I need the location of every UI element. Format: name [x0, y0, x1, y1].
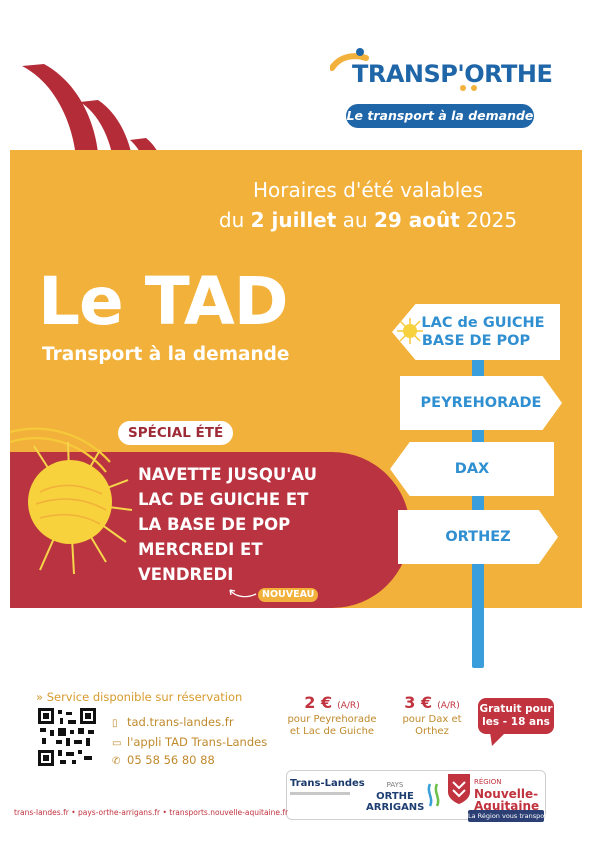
- small-sun-icon: [397, 318, 423, 344]
- navette-line-5: VENDREDI: [138, 565, 234, 584]
- chevron-right-icon: »: [36, 690, 47, 704]
- navette-line-4: MERCREDI ET: [138, 540, 263, 559]
- logo-wordmark: TRANSP'ORTHE: [352, 60, 553, 88]
- sun-illustration: [10, 427, 133, 575]
- pays-orthe-arrigans-logo: PAYS ORTHE ARRIGANS: [366, 781, 425, 813]
- page-subtitle: Transport à la demande: [42, 344, 290, 365]
- phone-icon: ✆: [112, 756, 121, 767]
- free-under-18-badge: Gratuit pour les - 18 ans: [478, 698, 554, 734]
- app-link[interactable]: ▭ l'appli TAD Trans-Landes: [112, 735, 268, 749]
- wave-mark-icon: [427, 783, 440, 807]
- dates-line-2: du 2 juillet au 29 août 2025: [218, 208, 518, 232]
- logo-tagline: Le transport à la demande: [346, 104, 534, 128]
- special-ete-badge: SPÉCIAL ÉTÉ: [118, 421, 234, 445]
- reservation-note: » Service disponible sur réservation: [36, 690, 243, 704]
- nouveau-tag: NOUVEAU: [258, 588, 319, 602]
- sign-lac-de-guiche: LAC de GUICHE BASE DE POP: [392, 304, 560, 360]
- trans-landes-underline: [290, 792, 350, 795]
- website-link[interactable]: ▯ tad.trans-landes.fr: [112, 715, 234, 729]
- trans-landes-logo: Trans-Landes: [290, 778, 365, 789]
- sign-dax: DAX: [390, 442, 554, 496]
- mouse-icon: ▯: [112, 718, 118, 729]
- region-logo-text: RÉGION Nouvelle- Aquitaine: [474, 778, 540, 813]
- region-shield-icon: [448, 774, 470, 804]
- sign1-line-1: LAC de GUICHE: [421, 315, 545, 331]
- summer-dates: Horaires d'été valables du 2 juillet au …: [188, 175, 548, 235]
- speech-tail: [490, 732, 506, 746]
- sign1-line-2: BASE DE POP: [421, 333, 531, 349]
- dates-line-1: Horaires d'été valables: [252, 178, 484, 202]
- navette-line-1: NAVETTE JUSQU'AU: [138, 465, 317, 484]
- price-dax-orthez: 3 € (A/R) pour Dax et Orthez: [402, 693, 462, 737]
- logo-figure-icon: [330, 48, 369, 71]
- navette-line-2: LAC DE GUICHE ET: [138, 490, 309, 509]
- navette-text: NAVETTE JUSQU'AU LAC DE GUICHE ET LA BAS…: [138, 462, 317, 587]
- qr-code[interactable]: [38, 708, 96, 766]
- phone-app-icon: ▭: [112, 738, 122, 749]
- curved-arrow-icon: [229, 589, 257, 598]
- sign-orthez: ORTHEZ: [398, 510, 558, 564]
- region-tagline: La Région vous transporte: [468, 810, 554, 822]
- phone-number[interactable]: ✆ 05 58 56 80 88: [112, 753, 215, 767]
- logo-bus-icon: [460, 85, 477, 91]
- transporthe-logo: TRANSP'ORTHE Le transport à la demande: [330, 48, 553, 128]
- page-title: Le TAD: [38, 263, 289, 340]
- footer-links[interactable]: trans-landes.fr • pays-orthe-arrigans.fr…: [14, 808, 289, 817]
- price-peyrehorade: 2 € (A/R) pour Peyrehorade et Lac de Gui…: [287, 693, 377, 737]
- navette-line-3: LA BASE DE POP: [138, 515, 291, 534]
- sign-peyrehorade: PEYREHORADE: [400, 376, 562, 430]
